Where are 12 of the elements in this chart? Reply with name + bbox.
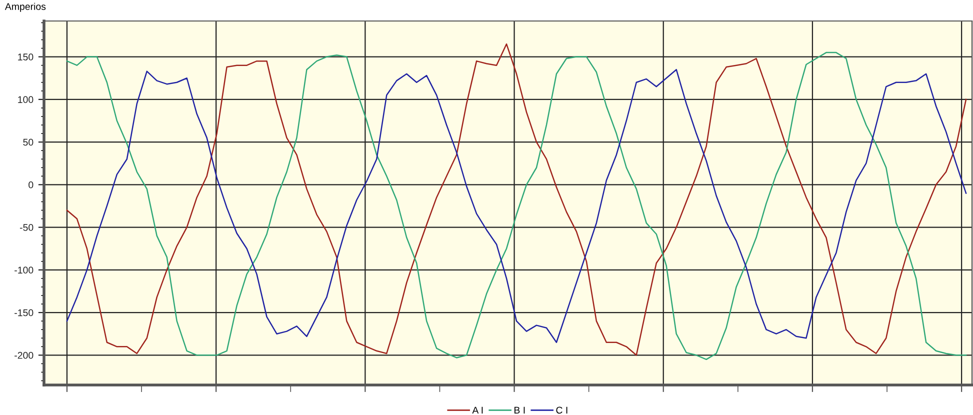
y-tick-label: -50 [20,224,34,231]
legend-label: A I [472,406,483,414]
y-tick-label: 100 [18,96,34,104]
y-tick-label: -200 [14,352,34,359]
y-tick-label: 50 [23,138,34,146]
y-tick-label: -100 [14,266,34,274]
y-tick-label: 150 [18,54,34,60]
y-axis-title: Amperios [4,2,46,12]
y-tick-label: 0 [28,181,34,188]
legend-label: C I [556,406,568,414]
y-tick-label: -150 [14,309,34,316]
legend-label: B I [514,406,525,414]
